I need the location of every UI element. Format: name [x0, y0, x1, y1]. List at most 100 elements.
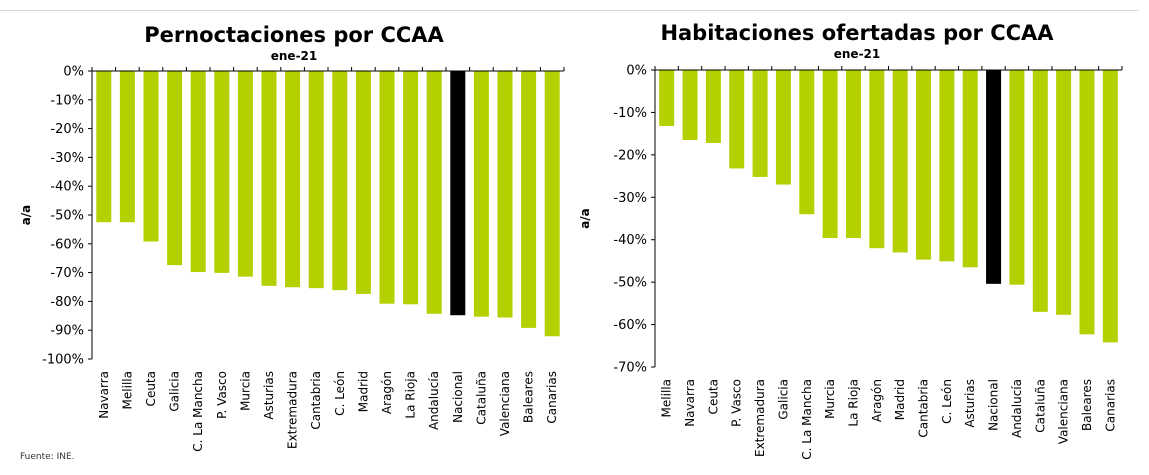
y-tick-label: -100%: [42, 353, 84, 368]
y-tick-label: -70%: [50, 266, 84, 281]
y-tick-label: -80%: [50, 295, 84, 310]
y-axis-label: a/a: [578, 208, 592, 229]
category-label: Cantabria: [917, 379, 931, 438]
bar: [237, 71, 253, 277]
y-tick-label: -30%: [50, 151, 84, 166]
category-label: Cantabria: [309, 371, 323, 430]
bar: [1032, 70, 1048, 312]
category-label: Melilla: [120, 371, 134, 409]
category-label: C. La Mancha: [191, 371, 205, 452]
chart-subtitle: ene-21: [271, 49, 318, 63]
category-label: Nacional: [987, 379, 1001, 431]
bar: [752, 70, 768, 177]
category-label: La Rioja: [846, 379, 860, 427]
y-axis-label: a/a: [19, 205, 33, 226]
bar: [705, 70, 721, 143]
category-label: Murcia: [823, 379, 837, 419]
category-label: P. Vasco: [215, 371, 229, 419]
category-label: Aragón: [380, 371, 394, 414]
category-label: Andalucía: [427, 371, 441, 430]
bar: [799, 70, 815, 215]
bar: [1009, 70, 1025, 285]
bar: [729, 70, 745, 169]
bar: [659, 70, 675, 127]
y-tick-label: 0%: [63, 65, 84, 80]
bar: [355, 71, 371, 294]
bar: [403, 71, 419, 305]
bar: [939, 70, 955, 262]
category-label: Canarias: [545, 371, 559, 424]
bar: [521, 71, 537, 328]
category-label: P. Vasco: [730, 379, 744, 427]
y-tick-label: -40%: [613, 233, 647, 248]
bar: [892, 70, 908, 253]
y-tick-label: -20%: [613, 148, 647, 163]
category-label: Melilla: [660, 379, 674, 417]
category-label: Canarias: [1103, 379, 1117, 432]
bar: [96, 71, 112, 223]
chart-pernoctaciones: Pernoctaciones por CCAA ene-21 a/a 0% -10% -2…: [19, 23, 565, 452]
y-tick-label: -90%: [50, 324, 84, 339]
bar: [1102, 70, 1118, 343]
category-label: Aragón: [870, 379, 884, 422]
bar: [119, 71, 135, 223]
chart-habitaciones: Habitaciones ofertadas por CCAA ene-21 a/a…: [578, 21, 1123, 460]
y-tick-label: 0%: [626, 64, 647, 79]
bar: [916, 70, 932, 260]
bar: [332, 71, 348, 291]
category-label: Nacional: [451, 371, 465, 423]
category-label: Baleares: [1080, 379, 1094, 431]
bar: [869, 70, 885, 249]
bar: [1079, 70, 1095, 335]
chart-title: Pernoctaciones por CCAA: [144, 23, 444, 47]
category-label: Navarra: [97, 371, 111, 419]
bar: [261, 71, 277, 286]
y-tick-label: -10%: [613, 106, 647, 121]
y-tick-label: -70%: [613, 361, 647, 376]
y-tick-label: -10%: [50, 93, 84, 108]
category-label: Cataluña: [474, 371, 488, 425]
bar-highlight: [986, 70, 1002, 284]
category-label: Galicia: [168, 371, 182, 412]
bar: [682, 70, 698, 141]
bar: [1056, 70, 1072, 315]
chart-subtitle: ene-21: [834, 47, 881, 61]
bar: [775, 70, 791, 185]
category-label: Extremadura: [753, 379, 767, 457]
category-label: Cataluña: [1033, 379, 1047, 433]
category-label: Baleares: [522, 371, 536, 423]
bar: [497, 71, 513, 318]
source-note: Fuente: INE.: [20, 452, 75, 462]
y-tick-label: -50%: [613, 276, 647, 291]
category-label: Valenciana: [498, 371, 512, 436]
y-tick-label: -60%: [613, 318, 647, 333]
bar: [308, 71, 324, 289]
y-tick-label: -40%: [50, 180, 84, 195]
category-label: Ceuta: [706, 379, 720, 414]
bar: [473, 71, 489, 317]
bar: [822, 70, 838, 239]
category-label: Valenciana: [1057, 379, 1071, 444]
y-tick-label: -60%: [50, 237, 84, 252]
y-tick-label: -50%: [50, 209, 84, 224]
bar: [379, 71, 395, 304]
category-label: Galicia: [776, 379, 790, 420]
bar: [426, 71, 442, 314]
category-label: Madrid: [893, 379, 907, 420]
category-label: Madrid: [356, 371, 370, 412]
chart-title: Habitaciones ofertadas por CCAA: [660, 21, 1054, 45]
bar: [143, 71, 159, 242]
y-tick-label: -30%: [613, 191, 647, 206]
bar: [167, 71, 183, 266]
category-label: Andalucía: [1010, 379, 1024, 438]
category-label: Extremadura: [286, 371, 300, 449]
category-label: Navarra: [683, 379, 697, 427]
category-label: C. León: [940, 379, 954, 424]
category-label: La Rioja: [404, 371, 418, 419]
category-label: Asturias: [963, 379, 977, 428]
category-label: Asturias: [262, 371, 276, 420]
y-tick-label: -20%: [50, 122, 84, 137]
category-label: C. León: [333, 371, 347, 416]
category-label: Murcia: [238, 371, 252, 411]
bar: [190, 71, 206, 273]
